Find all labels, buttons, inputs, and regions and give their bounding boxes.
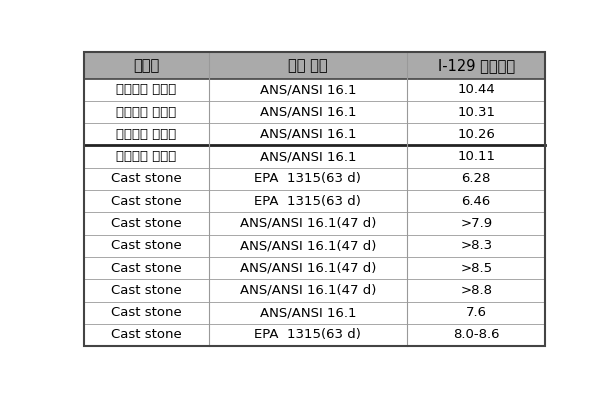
Bar — [84, 279, 545, 301]
Bar — [84, 168, 545, 190]
Text: 콘크리트 고화체: 콘크리트 고화체 — [116, 83, 176, 96]
Text: ANS/ANSI 16.1(47 d): ANS/ANSI 16.1(47 d) — [239, 262, 376, 275]
Text: ANS/ANSI 16.1(47 d): ANS/ANSI 16.1(47 d) — [239, 284, 376, 297]
Bar — [84, 52, 545, 78]
Bar — [84, 145, 545, 168]
Text: 10.44: 10.44 — [457, 83, 495, 96]
Text: 평가 방법: 평가 방법 — [288, 58, 327, 73]
Text: Cast stone: Cast stone — [111, 217, 182, 230]
Text: >8.3: >8.3 — [460, 239, 492, 252]
Text: 6.46: 6.46 — [462, 195, 491, 208]
Text: Cast stone: Cast stone — [111, 306, 182, 319]
Text: ANS/ANSI 16.1(47 d): ANS/ANSI 16.1(47 d) — [239, 217, 376, 230]
Bar — [84, 78, 545, 101]
Text: ANS/ANSI 16.1(47 d): ANS/ANSI 16.1(47 d) — [239, 239, 376, 252]
Text: 10.11: 10.11 — [457, 150, 495, 163]
Text: EPA  1315(63 d): EPA 1315(63 d) — [254, 329, 361, 342]
Text: ANS/ANSI 16.1: ANS/ANSI 16.1 — [260, 106, 356, 119]
Bar — [84, 212, 545, 235]
Text: >8.8: >8.8 — [460, 284, 492, 297]
Bar — [84, 324, 545, 346]
Text: Cast stone: Cast stone — [111, 239, 182, 252]
Text: ANS/ANSI 16.1: ANS/ANSI 16.1 — [260, 83, 356, 96]
Bar — [84, 123, 545, 145]
Text: I-129 침출지수: I-129 침출지수 — [438, 58, 515, 73]
Text: >7.9: >7.9 — [460, 217, 492, 230]
Text: 7.6: 7.6 — [466, 306, 487, 319]
Bar — [84, 235, 545, 257]
Text: Cast stone: Cast stone — [111, 173, 182, 186]
Bar — [84, 101, 545, 123]
Bar — [84, 190, 545, 212]
Text: 10.26: 10.26 — [457, 128, 495, 141]
Text: >8.5: >8.5 — [460, 262, 492, 275]
Text: 8.0-8.6: 8.0-8.6 — [453, 329, 499, 342]
Text: EPA  1315(63 d): EPA 1315(63 d) — [254, 195, 361, 208]
Text: Cast stone: Cast stone — [111, 284, 182, 297]
Text: EPA  1315(63 d): EPA 1315(63 d) — [254, 173, 361, 186]
Text: 콘크리트 고화체: 콘크리트 고화체 — [116, 128, 176, 141]
Text: ANS/ANSI 16.1: ANS/ANSI 16.1 — [260, 306, 356, 319]
Text: 콘크리트 고화체: 콘크리트 고화체 — [116, 106, 176, 119]
Text: Cast stone: Cast stone — [111, 329, 182, 342]
Bar — [84, 257, 545, 279]
Text: ANS/ANSI 16.1: ANS/ANSI 16.1 — [260, 128, 356, 141]
Text: Cast stone: Cast stone — [111, 262, 182, 275]
Text: ANS/ANSI 16.1: ANS/ANSI 16.1 — [260, 150, 356, 163]
Text: Cast stone: Cast stone — [111, 195, 182, 208]
Text: 고화체: 고화체 — [133, 58, 159, 73]
Bar — [84, 301, 545, 324]
Text: 10.31: 10.31 — [457, 106, 495, 119]
Text: 6.28: 6.28 — [462, 173, 491, 186]
Text: 콘크리트 고화체: 콘크리트 고화체 — [116, 150, 176, 163]
